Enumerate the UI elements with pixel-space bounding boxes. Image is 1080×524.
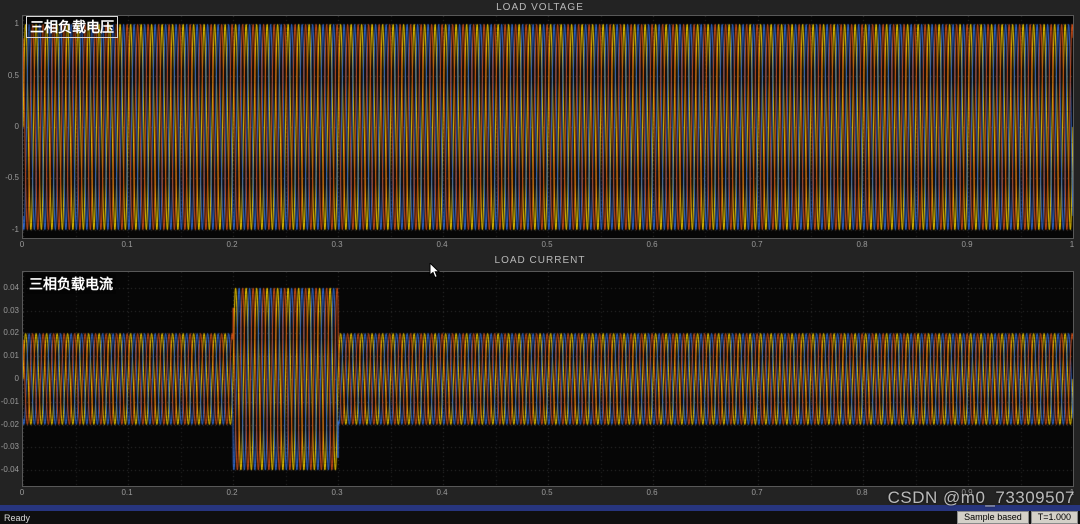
y-tick-label: 1 [14,19,19,29]
x-tick-label: 0.8 [856,240,868,249]
y-tick-label: -0.5 [5,173,19,183]
x-tick-label: 0.7 [751,240,763,249]
current-x-axis-labels: 0 0.1 0.2 0.3 0.4 0.5 0.6 0.7 0.8 0.9 1 [20,488,1074,498]
x-tick-label: 0.4 [436,488,448,497]
x-tick-label: 0.6 [646,488,658,497]
status-ready-text: Ready [4,512,31,523]
y-tick-label: -0.01 [0,396,19,406]
x-tick-label: 0.1 [121,488,133,497]
x-tick-label: 1 [1069,488,1075,497]
current-waveform-canvas [22,271,1074,487]
watermark-text: CSDN @m0_73309507 [887,488,1075,507]
y-tick-label: -0.02 [0,419,19,429]
x-tick-label: 0.2 [226,240,238,249]
x-tick-label: 0 [19,240,25,249]
x-tick-label: 0.2 [226,488,238,497]
y-tick-label: -0.03 [0,442,19,452]
voltage-x-axis-labels: 0 0.1 0.2 0.3 0.4 0.5 0.6 0.7 0.8 0.9 1 [20,240,1074,250]
x-tick-label: 0.3 [331,488,343,497]
y-tick-label: 0.03 [3,305,19,315]
status-sim-time: T=1.000 [1030,511,1078,524]
y-tick-label: 0 [14,122,19,131]
x-tick-label: 0.8 [856,488,868,497]
x-tick-label: 0 [19,488,25,497]
y-tick-label: -0.04 [0,465,19,475]
x-tick-label: 0.5 [541,240,553,249]
bottom-blue-bar [0,505,1080,511]
x-tick-label: 0.7 [751,488,763,497]
voltage-y-axis-labels: 1 0.5 0 -0.5 -1 [0,15,21,237]
x-tick-label: 0.6 [646,240,658,249]
voltage-overlay-label: 三相负载电压 [26,16,118,38]
current-plot-title: LOAD CURRENT [494,255,586,266]
y-tick-label: 0.04 [3,282,19,292]
x-tick-label: 0.9 [961,240,973,249]
y-tick-label: 0.02 [3,328,19,338]
voltage-waveform-canvas [22,15,1074,239]
y-tick-label: -1 [11,224,19,234]
y-tick-label: 0.01 [3,351,19,361]
x-tick-label: 0.3 [331,240,343,249]
status-sample-mode: Sample based [957,511,1029,524]
mouse-cursor-icon [429,263,441,279]
x-tick-label: 0.9 [961,488,973,497]
status-bar: Ready Sample based T=1.000 [0,511,1080,524]
voltage-plot-title: LOAD VOLTAGE [496,2,584,13]
x-tick-label: 0.4 [436,240,448,249]
y-tick-label: 0.5 [7,70,19,80]
y-tick-label: 0 [14,374,19,383]
status-right-group: Sample based T=1.000 [957,511,1080,524]
x-tick-label: 0.5 [541,488,553,497]
x-tick-label: 0.1 [121,240,133,249]
current-overlay-label: 三相负载电流 [26,274,116,294]
x-tick-label: 1 [1069,240,1075,249]
current-y-axis-labels: 0.04 0.03 0.02 0.01 0 -0.01 -0.02 -0.03 -0.04 [0,271,21,485]
